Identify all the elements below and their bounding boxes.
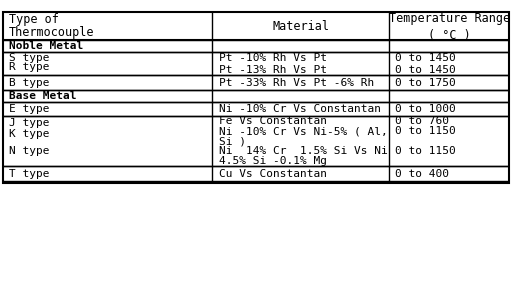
Text: 0 to 1750: 0 to 1750 — [395, 78, 456, 88]
Text: Material: Material — [272, 20, 329, 33]
Text: Fe Vs Constantan: Fe Vs Constantan — [219, 116, 327, 126]
Text: S type: S type — [9, 53, 49, 63]
Text: 4.5% Si -0.1% Mg: 4.5% Si -0.1% Mg — [219, 156, 327, 166]
Text: 0 to 1450: 0 to 1450 — [395, 53, 456, 63]
Text: Ni  14% Cr  1.5% Si Vs Ni: Ni 14% Cr 1.5% Si Vs Ni — [219, 146, 388, 156]
Text: Cu Vs Constantan: Cu Vs Constantan — [219, 169, 327, 179]
Bar — [3, 12, 509, 183]
Text: Ni -10% Cr Vs Ni-5% ( Al,: Ni -10% Cr Vs Ni-5% ( Al, — [219, 126, 388, 136]
Text: Pt -13% Rh Vs Pt: Pt -13% Rh Vs Pt — [219, 65, 327, 75]
Text: Ni -10% Cr Vs Constantan: Ni -10% Cr Vs Constantan — [219, 104, 380, 114]
Text: Noble Metal: Noble Metal — [9, 41, 83, 51]
Text: K type: K type — [9, 129, 49, 139]
Text: 0 to 1000: 0 to 1000 — [395, 104, 456, 114]
Text: R type: R type — [9, 62, 49, 73]
Text: 0 to 1150: 0 to 1150 — [395, 146, 456, 156]
Text: E type: E type — [9, 104, 49, 114]
Text: Pt -33% Rh Vs Pt -6% Rh: Pt -33% Rh Vs Pt -6% Rh — [219, 78, 374, 88]
Text: 0 to 400: 0 to 400 — [395, 169, 449, 179]
Text: N type: N type — [9, 146, 49, 156]
Text: T type: T type — [9, 169, 49, 179]
Text: Temperature Range
( °C ): Temperature Range ( °C ) — [389, 12, 510, 42]
Text: 0 to 1450: 0 to 1450 — [395, 65, 456, 75]
Text: Type of: Type of — [9, 13, 58, 26]
Text: Pt -10% Rh Vs Pt: Pt -10% Rh Vs Pt — [219, 53, 327, 63]
Text: Si ): Si ) — [219, 136, 246, 146]
Text: Base Metal: Base Metal — [9, 91, 76, 101]
Text: B type: B type — [9, 78, 49, 88]
Text: J type: J type — [9, 118, 49, 128]
Text: 0 to 760: 0 to 760 — [395, 116, 449, 126]
Text: 0 to 1150: 0 to 1150 — [395, 126, 456, 136]
Text: Thermocouple: Thermocouple — [9, 26, 94, 39]
